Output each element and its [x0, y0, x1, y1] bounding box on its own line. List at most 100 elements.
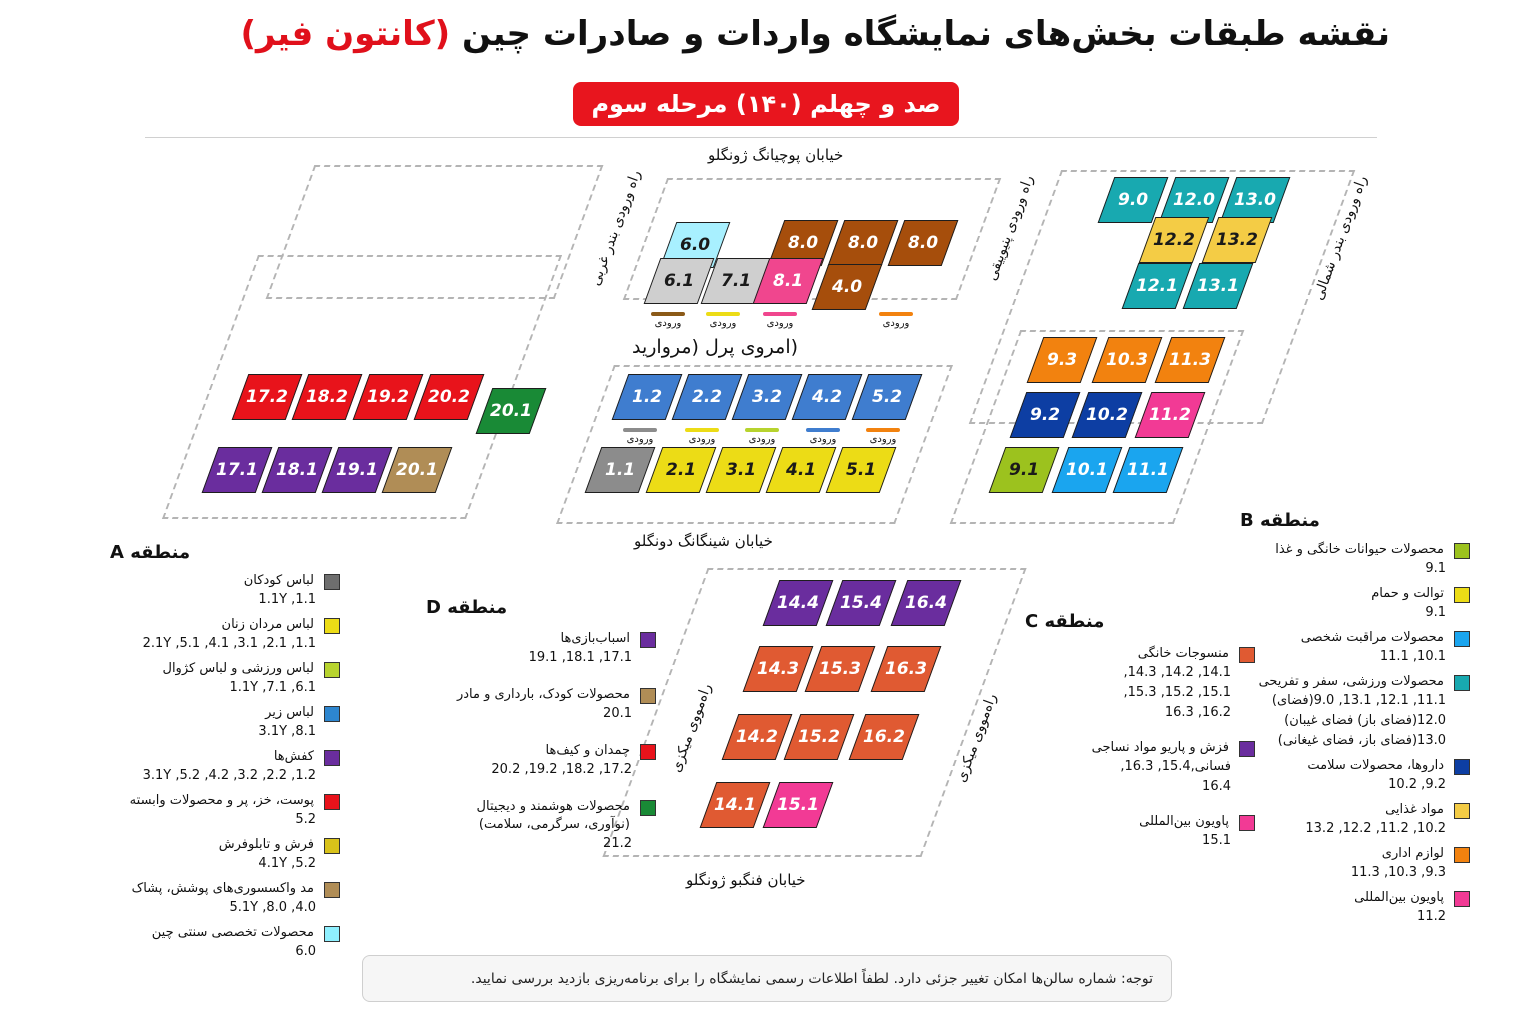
legend-item: فرش و تابلوفرش 5.2, 4.1Y: [110, 836, 340, 874]
street-top: خیابان پوچیانگ ژونگلو: [708, 146, 844, 164]
hall-number: 9.0: [1117, 190, 1149, 210]
legend-hall-codes: 9.2, 10.2: [1388, 777, 1446, 792]
entrance-label: ورودی: [688, 434, 716, 445]
legend-label: محصولات حیوانات خانگی و غذا: [1275, 542, 1444, 557]
legend-swatch: [640, 632, 656, 648]
hall-number: 17.2: [246, 387, 288, 407]
hall-number: 3.1: [725, 460, 757, 480]
hall-number: 2.2: [691, 387, 723, 407]
legend-item: محصولات هوشمند و دیجیتال (نوآوری، سرگرمی…: [426, 798, 656, 854]
hall-number: 20.1: [396, 460, 438, 480]
legend-swatch: [324, 838, 340, 854]
legend-item: پوست، خز، پر و محصولات وابسته 5.2: [110, 792, 340, 830]
legend-item: داروها، محصولات سلامت 9.2, 10.2: [1240, 757, 1470, 795]
hall-number: 12.1: [1136, 276, 1178, 296]
hall-number: 1.1: [604, 460, 636, 480]
entrance-color-bar: [806, 428, 840, 432]
legend-swatch: [324, 794, 340, 810]
legend-hall-codes: 10.1, 11.1: [1379, 649, 1446, 664]
legend-label: پاویون بین‌المللی: [1139, 814, 1229, 829]
legend-label: داروها، محصولات سلامت: [1307, 758, 1444, 773]
legend-item: چمدان و کیف‌ها 17.2, 18.2, 19.2, 20.2: [426, 742, 656, 780]
legend-item: لباس زیر 8.1, 3.1Y: [110, 704, 340, 742]
entrance-marker: ورودی: [646, 312, 690, 329]
hall-number: 9.3: [1046, 350, 1078, 370]
legend-swatch: [1239, 647, 1255, 663]
entrance-label: ورودی: [869, 434, 897, 445]
legend-hall-codes: 1.1, 1.1Y: [258, 592, 316, 607]
header-divider: [145, 137, 1377, 138]
hall-number: 13.1: [1197, 276, 1239, 296]
hall-number: 14.4: [777, 593, 819, 613]
hall-number: 16.2: [863, 727, 905, 747]
legend-hall-codes: 6.0: [295, 944, 316, 959]
legend-hall-codes: 1.1, 2.1, 3.1, 4.1, 5.1, 2.1Y: [142, 636, 316, 651]
legend-label: لباس مردان زنان: [221, 617, 314, 632]
hall-number: 15.4: [840, 593, 882, 613]
hall-number: 15.2: [798, 727, 840, 747]
legend-hall-codes: 1.2, 2.2, 3.2, 4.2, 5.2, 3.1Y: [142, 768, 316, 783]
hall-number: 18.1: [276, 460, 318, 480]
legend-swatch: [1454, 631, 1470, 647]
hall-number: 20.1: [490, 401, 532, 421]
hall-number: 8.0: [787, 233, 819, 253]
legend-item: محصولات مراقبت شخصی 10.1, 11.1: [1240, 629, 1470, 667]
legend-hall-codes: 17.1, 18.1, 19.1: [528, 650, 632, 665]
hall-number: 11.3: [1169, 350, 1211, 370]
legend-swatch: [1454, 803, 1470, 819]
legend-label: کفش‌ها: [273, 749, 314, 764]
legend-label: پاویون بین‌المللی: [1354, 890, 1444, 905]
entrance-color-bar: [651, 312, 685, 316]
legend-hall-codes: 9.1: [1425, 561, 1446, 576]
legend-hall-codes: 5.2: [295, 812, 316, 827]
legend-hall-codes: 6.1, 7.1, 1.1Y: [229, 680, 316, 695]
legend-swatch: [1454, 543, 1470, 559]
hall-number: 19.2: [367, 387, 409, 407]
pearl-label: (امروی پرل (مروارید: [632, 336, 799, 358]
hall-number: 9.2: [1029, 405, 1061, 425]
legend-swatch: [324, 662, 340, 678]
legend-b-title: منطقه B: [1240, 510, 1320, 531]
legend-label: محصولات ورزشی، سفر و تفریحی: [1258, 674, 1444, 689]
legend-hall-codes: 8.1, 3.1Y: [258, 724, 316, 739]
legend-d-title: منطقه D: [426, 597, 508, 618]
legend-a-title: منطقه A: [110, 542, 191, 563]
hall-number: 8.1: [772, 271, 804, 291]
legend-item: مد واکسسوری‌های پوشش، پشاک 4.0, 8.0, 5.1Y: [110, 880, 340, 918]
legend-hall-codes: 4.0, 8.0, 5.1Y: [229, 900, 316, 915]
hall-number: 11.1: [1127, 460, 1169, 480]
hall-number: 19.1: [336, 460, 378, 480]
hall-number: 14.1: [714, 795, 756, 815]
entrance-color-bar: [866, 428, 900, 432]
legend-item: پاویون بین‌المللی 11.2: [1240, 889, 1470, 927]
entrance-marker: ورودی: [874, 312, 918, 329]
legend-hall-codes: 21.2: [603, 836, 632, 851]
hall-number: 3.2: [751, 387, 783, 407]
hall-number: 20.2: [428, 387, 470, 407]
hall-number: 4.1: [785, 460, 817, 480]
hall-number: 15.3: [819, 659, 861, 679]
entrance-label: ورودی: [882, 318, 910, 329]
legend-item: لوازم اداری 9.3, 10.3, 11.3: [1240, 845, 1470, 883]
legend-swatch: [1239, 741, 1255, 757]
legend-swatch: [1454, 847, 1470, 863]
entrance-color-bar: [685, 428, 719, 432]
hall-number: 11.2: [1149, 405, 1191, 425]
entrance-label: ورودی: [766, 318, 794, 329]
hall-number: 16.3: [885, 659, 927, 679]
legend-label: لباس زیر: [265, 705, 314, 720]
legend-item: محصولات حیوانات خانگی و غذا 9.1: [1240, 541, 1470, 579]
legend-swatch: [1454, 891, 1470, 907]
legend-label: پوست، خز، پر و محصولات وابسته: [129, 793, 314, 808]
entrance-marker: ورودی: [861, 428, 905, 445]
entrance-marker: ورودی: [801, 428, 845, 445]
hall-number: 8.0: [907, 233, 939, 253]
legend-label: اسباب‌بازی‌ها: [560, 631, 630, 646]
legend-label: محصولات مراقبت شخصی: [1300, 630, 1444, 645]
legend-hall-codes: 11.2: [1417, 909, 1446, 924]
entrance-label: ورودی: [709, 318, 737, 329]
legend-label: توالت و حمام: [1371, 586, 1444, 601]
legend-item: منسوجات خانگی 14.1, 14.2, 14.3, 15.1, 15.…: [1025, 645, 1255, 723]
legend-hall-codes: 14.1, 14.2, 14.3, 15.1, 15.2, 15.3, 16.2…: [1123, 665, 1231, 720]
legend-item: لباس مردان زنان 1.1, 2.1, 3.1, 4.1, 5.1, …: [110, 616, 340, 654]
